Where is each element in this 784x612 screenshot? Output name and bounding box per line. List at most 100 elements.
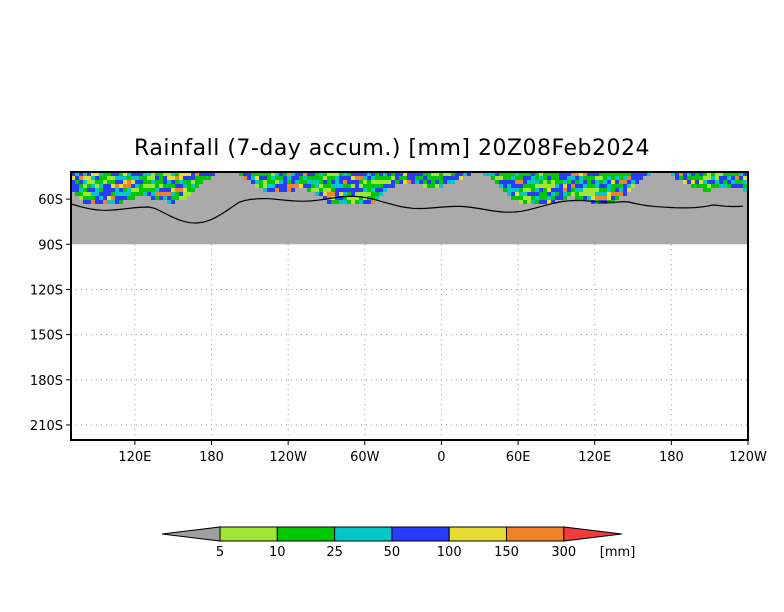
rain-cell [559, 184, 563, 188]
rain-cell [155, 188, 159, 192]
rain-cell [163, 196, 167, 200]
rain-cell [567, 180, 571, 184]
rain-cell [191, 180, 195, 184]
rain-cell [283, 172, 287, 176]
rain-cell [247, 172, 251, 176]
rain-cell [531, 180, 535, 184]
rain-cell [463, 172, 467, 176]
rain-cell [267, 184, 271, 188]
rain-cell [99, 180, 103, 184]
rain-cell [583, 196, 587, 200]
rain-cell [579, 188, 583, 192]
rain-cell [311, 184, 315, 188]
rain-cell [635, 180, 639, 184]
rain-cell [431, 184, 435, 188]
rain-cell [95, 176, 99, 180]
rain-cell [103, 172, 107, 176]
rain-cell [327, 184, 331, 188]
rain-cell [723, 176, 727, 180]
rain-cell [179, 196, 183, 200]
rain-cell [91, 200, 95, 204]
rain-cell [499, 180, 503, 184]
rain-cell [211, 172, 215, 176]
rain-cell [191, 184, 195, 188]
rain-cell [571, 188, 575, 192]
rain-cell [343, 196, 347, 200]
rain-cell [559, 176, 563, 180]
rain-cell [111, 176, 115, 180]
rain-cell [623, 188, 627, 192]
rain-cell [535, 184, 539, 188]
rain-cell [303, 176, 307, 180]
rain-cell [519, 200, 523, 204]
rain-cell [123, 172, 127, 176]
rain-cell [107, 196, 111, 200]
rain-cell [171, 184, 175, 188]
rain-cell [519, 184, 523, 188]
rain-cell [135, 172, 139, 176]
rain-cell [739, 184, 743, 188]
rain-cell [95, 200, 99, 204]
rain-cell [607, 184, 611, 188]
rain-cell [91, 196, 95, 200]
rain-cell [135, 180, 139, 184]
rain-cell [579, 180, 583, 184]
rain-cell [291, 188, 295, 192]
rain-cell [527, 192, 531, 196]
rain-cell [523, 184, 527, 188]
rain-cell [695, 176, 699, 180]
rain-cell [403, 180, 407, 184]
rain-cell [83, 196, 87, 200]
rain-cell [611, 172, 615, 176]
rain-cell [531, 184, 535, 188]
rain-cell [439, 180, 443, 184]
rain-cell [679, 176, 683, 180]
rain-cell [135, 176, 139, 180]
rain-cell [255, 176, 259, 180]
rain-cell [291, 184, 295, 188]
rain-cell [191, 176, 195, 180]
rain-cell [523, 172, 527, 176]
rain-cell [339, 200, 343, 204]
rain-cell [515, 176, 519, 180]
rain-cell [75, 180, 79, 184]
rain-cell [631, 184, 635, 188]
rain-cell [687, 180, 691, 184]
rain-cell [595, 176, 599, 180]
rain-cell [731, 180, 735, 184]
rain-cell [267, 176, 271, 180]
rain-cell [691, 176, 695, 180]
rain-cell [187, 172, 191, 176]
rain-cell [579, 196, 583, 200]
rain-cell [115, 180, 119, 184]
rain-cell [559, 172, 563, 176]
rain-cell [91, 180, 95, 184]
rain-cell [91, 184, 95, 188]
rain-cell [119, 176, 123, 180]
rain-cell [407, 176, 411, 180]
rain-cell [607, 196, 611, 200]
rain-cell [611, 184, 615, 188]
rain-cell [603, 184, 607, 188]
rain-cell [591, 192, 595, 196]
rain-cell [519, 176, 523, 180]
rainfall-field [71, 172, 748, 204]
rain-cell [563, 188, 567, 192]
rain-cell [351, 172, 355, 176]
rain-cell [535, 188, 539, 192]
rain-cell [255, 184, 259, 188]
rain-cell [151, 184, 155, 188]
rain-cell [275, 176, 279, 180]
rain-cell [443, 180, 447, 184]
rain-cell [547, 200, 551, 204]
x-tick-label: 0 [437, 450, 445, 465]
rain-cell [551, 180, 555, 184]
rain-cell [163, 192, 167, 196]
colorbar-segment [506, 526, 565, 542]
rain-cell [571, 184, 575, 188]
rain-cell [551, 176, 555, 180]
rain-cell [183, 184, 187, 188]
rain-cell [171, 180, 175, 184]
rain-cell [131, 180, 135, 184]
rain-cell [675, 172, 679, 176]
